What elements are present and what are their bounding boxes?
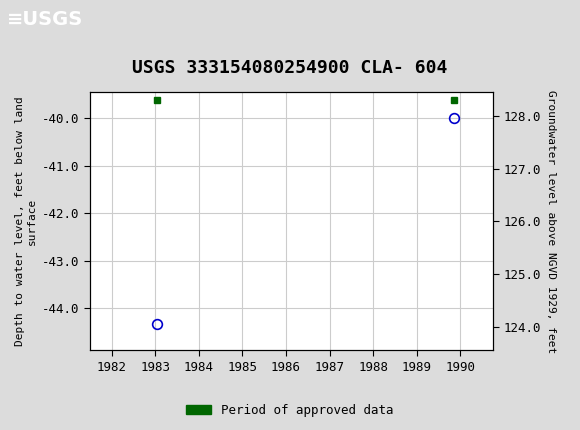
Legend: Period of approved data: Period of approved data	[181, 399, 399, 421]
Text: USGS 333154080254900 CLA- 604: USGS 333154080254900 CLA- 604	[132, 59, 448, 77]
Y-axis label: Groundwater level above NGVD 1929, feet: Groundwater level above NGVD 1929, feet	[546, 90, 556, 353]
Text: ≡USGS: ≡USGS	[7, 10, 83, 29]
Y-axis label: Depth to water level, feet below land
surface: Depth to water level, feet below land su…	[15, 97, 37, 346]
